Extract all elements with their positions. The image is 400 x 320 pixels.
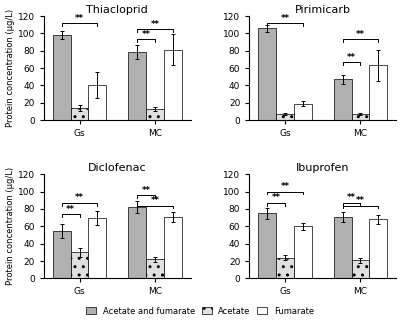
Text: **: ** bbox=[151, 196, 160, 205]
Y-axis label: Protein concentration (µg/L): Protein concentration (µg/L) bbox=[6, 9, 15, 127]
Bar bbox=[146, 109, 164, 120]
Text: **: ** bbox=[280, 13, 289, 22]
Text: **: ** bbox=[66, 205, 75, 214]
Y-axis label: Protein concentration (µg/L): Protein concentration (µg/L) bbox=[6, 167, 15, 285]
Bar bbox=[352, 114, 369, 120]
Text: **: ** bbox=[356, 30, 365, 39]
Bar bbox=[334, 217, 352, 278]
Bar bbox=[369, 66, 387, 120]
Bar bbox=[71, 108, 88, 120]
Bar bbox=[88, 218, 106, 278]
Text: **: ** bbox=[75, 13, 84, 22]
Bar bbox=[164, 217, 182, 278]
Bar bbox=[294, 226, 312, 278]
Legend: Acetate and fumarate, Acetate, Fumarate: Acetate and fumarate, Acetate, Fumarate bbox=[83, 303, 317, 319]
Bar bbox=[258, 28, 276, 120]
Text: **: ** bbox=[272, 194, 280, 203]
Bar bbox=[71, 252, 88, 278]
Title: Thiacloprid: Thiacloprid bbox=[86, 5, 148, 15]
Title: Pirimicarb: Pirimicarb bbox=[295, 5, 351, 15]
Title: Ibuprofen: Ibuprofen bbox=[296, 164, 350, 173]
Text: **: ** bbox=[75, 194, 84, 203]
Bar bbox=[128, 207, 146, 278]
Bar bbox=[128, 52, 146, 120]
Text: **: ** bbox=[151, 20, 160, 28]
Bar bbox=[53, 231, 71, 278]
Bar bbox=[352, 260, 369, 278]
Text: **: ** bbox=[347, 194, 356, 203]
Bar bbox=[146, 259, 164, 278]
Bar bbox=[88, 85, 106, 120]
Text: **: ** bbox=[142, 30, 151, 39]
Bar bbox=[276, 114, 294, 120]
Text: **: ** bbox=[280, 182, 289, 191]
Bar bbox=[258, 213, 276, 278]
Title: Diclofenac: Diclofenac bbox=[88, 164, 147, 173]
Text: **: ** bbox=[347, 52, 356, 61]
Text: **: ** bbox=[142, 186, 151, 195]
Bar bbox=[164, 50, 182, 120]
Bar bbox=[334, 79, 352, 120]
Bar bbox=[276, 258, 294, 278]
Text: **: ** bbox=[356, 196, 365, 205]
Bar bbox=[294, 104, 312, 120]
Bar bbox=[369, 220, 387, 278]
Bar bbox=[53, 35, 71, 120]
